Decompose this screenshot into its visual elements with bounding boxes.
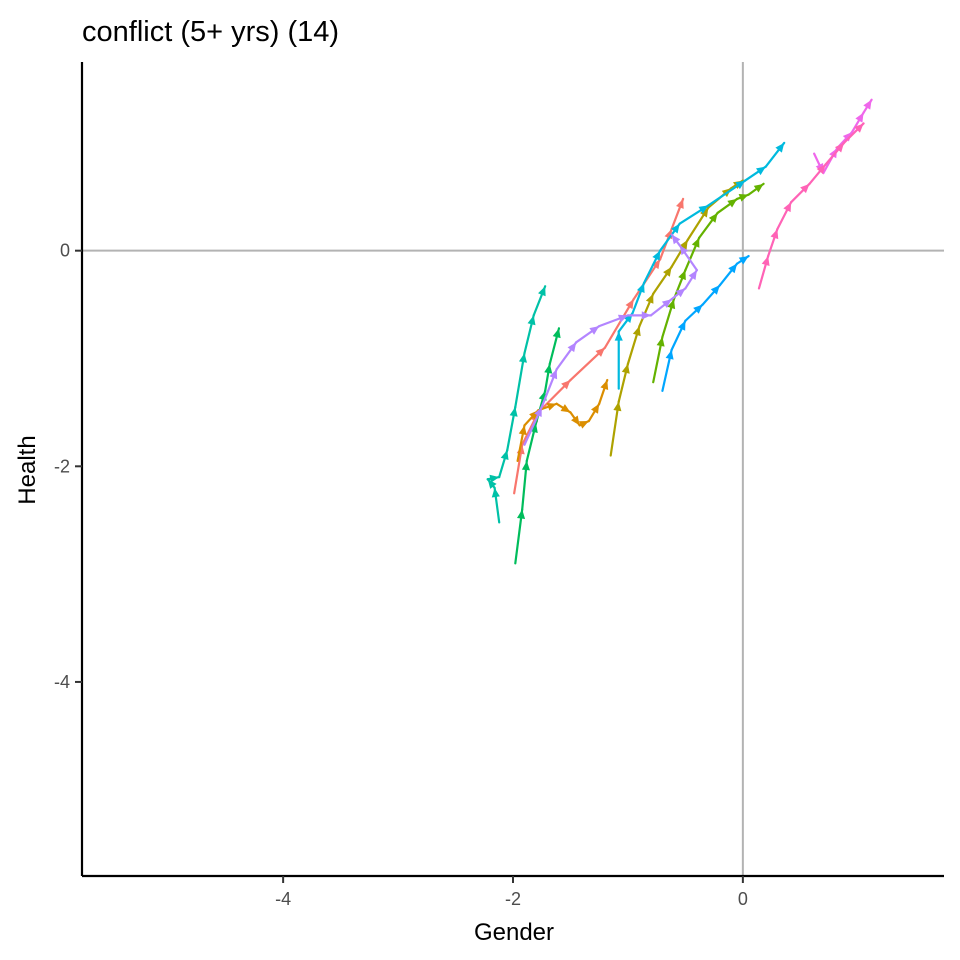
series-6	[486, 285, 547, 524]
arrow-head	[738, 194, 749, 202]
arrow-head	[621, 363, 630, 374]
arrow-head	[561, 380, 571, 390]
series-11	[757, 122, 865, 290]
arrow-head	[578, 421, 589, 429]
arrow-head	[753, 183, 764, 193]
arrow-head	[727, 198, 738, 208]
arrow-head	[756, 166, 766, 176]
arrow-head	[613, 401, 622, 412]
arrow-head	[710, 285, 720, 295]
x-tick-label: -4	[275, 889, 291, 909]
series-2	[516, 378, 609, 463]
x-axis-label: Gender	[474, 919, 554, 946]
plot-area	[82, 62, 944, 876]
arrow-head	[816, 164, 826, 175]
arrow-head	[632, 326, 641, 337]
arrow-head	[863, 99, 872, 110]
arrow-head	[854, 123, 864, 133]
arrow-head	[679, 239, 688, 250]
arrow-head	[589, 326, 600, 335]
arrow-head	[728, 263, 738, 274]
arrow-head	[560, 404, 571, 413]
arrow-head	[665, 349, 674, 360]
arrow-head	[567, 342, 577, 353]
series-9	[523, 233, 698, 446]
arrow-head	[678, 270, 686, 281]
y-tick-label: 0	[60, 241, 70, 261]
series-1	[513, 197, 685, 495]
arrow-head	[552, 328, 561, 339]
arrow-head	[595, 347, 605, 357]
arrow-head	[688, 270, 697, 280]
arrow-head	[546, 402, 557, 411]
arrow-head	[670, 223, 680, 234]
arrow-head	[783, 202, 792, 213]
arrow-head	[842, 132, 853, 142]
arrow-head	[636, 283, 645, 294]
arrow-head	[834, 142, 845, 153]
axes: -4 -2 0 -4 -2 0	[54, 62, 944, 909]
arrow-head	[487, 479, 497, 489]
arrow-head	[625, 299, 634, 310]
arrow-head	[700, 207, 709, 218]
arrow-head	[509, 407, 518, 417]
arrow-head	[677, 320, 686, 331]
series-segment	[603, 298, 635, 349]
series-8	[661, 254, 750, 392]
arrow-head	[600, 380, 609, 391]
arrow-head	[489, 474, 500, 483]
arrow-head	[614, 331, 623, 341]
arrow-head	[693, 304, 703, 314]
arrow-head	[544, 363, 553, 374]
arrow-head	[652, 250, 661, 261]
arrow-head	[855, 112, 864, 123]
arrow-head	[500, 450, 509, 461]
series-4	[652, 182, 765, 384]
arrow-head	[651, 259, 661, 270]
arrow-head	[679, 245, 689, 256]
chart-title: conflict (5+ yrs) (14)	[82, 16, 339, 48]
arrow-head	[645, 293, 654, 304]
arrow-head	[516, 509, 526, 520]
arrow-head	[549, 369, 558, 380]
arrow-head	[663, 266, 672, 277]
x-tick-label: -2	[505, 889, 521, 909]
series-10	[813, 98, 873, 175]
arrow-head	[675, 288, 686, 298]
arrow-head	[698, 205, 709, 214]
arrow-head	[527, 315, 536, 326]
y-tick-label: -2	[54, 456, 70, 476]
arrow-head	[656, 336, 665, 347]
y-tick-label: -4	[54, 672, 70, 692]
arrow-head	[829, 148, 838, 159]
arrow-head	[761, 256, 770, 266]
arrow-head	[661, 299, 672, 309]
arrow-head	[676, 198, 684, 209]
arrow-head	[735, 180, 746, 190]
arrow-head	[691, 237, 700, 248]
arrow-head	[518, 353, 527, 363]
arrow-head	[641, 311, 651, 320]
arrow-head	[738, 256, 749, 265]
arrow-head	[775, 142, 785, 153]
arrow-head	[770, 229, 779, 240]
arrow-head	[667, 299, 676, 310]
x-tick-label: 0	[738, 889, 748, 909]
arrow-head	[571, 415, 580, 426]
arrow-head	[800, 183, 810, 194]
arrow-head	[534, 407, 542, 418]
y-axis-label: Health	[14, 435, 41, 504]
arrow-head	[538, 286, 546, 297]
arrow-head	[591, 403, 600, 414]
arrow-head	[617, 314, 628, 323]
series-7	[614, 141, 786, 390]
arrow-head	[491, 487, 500, 498]
arrow-head	[521, 460, 530, 471]
arrow-head	[671, 234, 681, 245]
arrow-head	[708, 212, 718, 223]
arrow-head	[518, 425, 527, 436]
